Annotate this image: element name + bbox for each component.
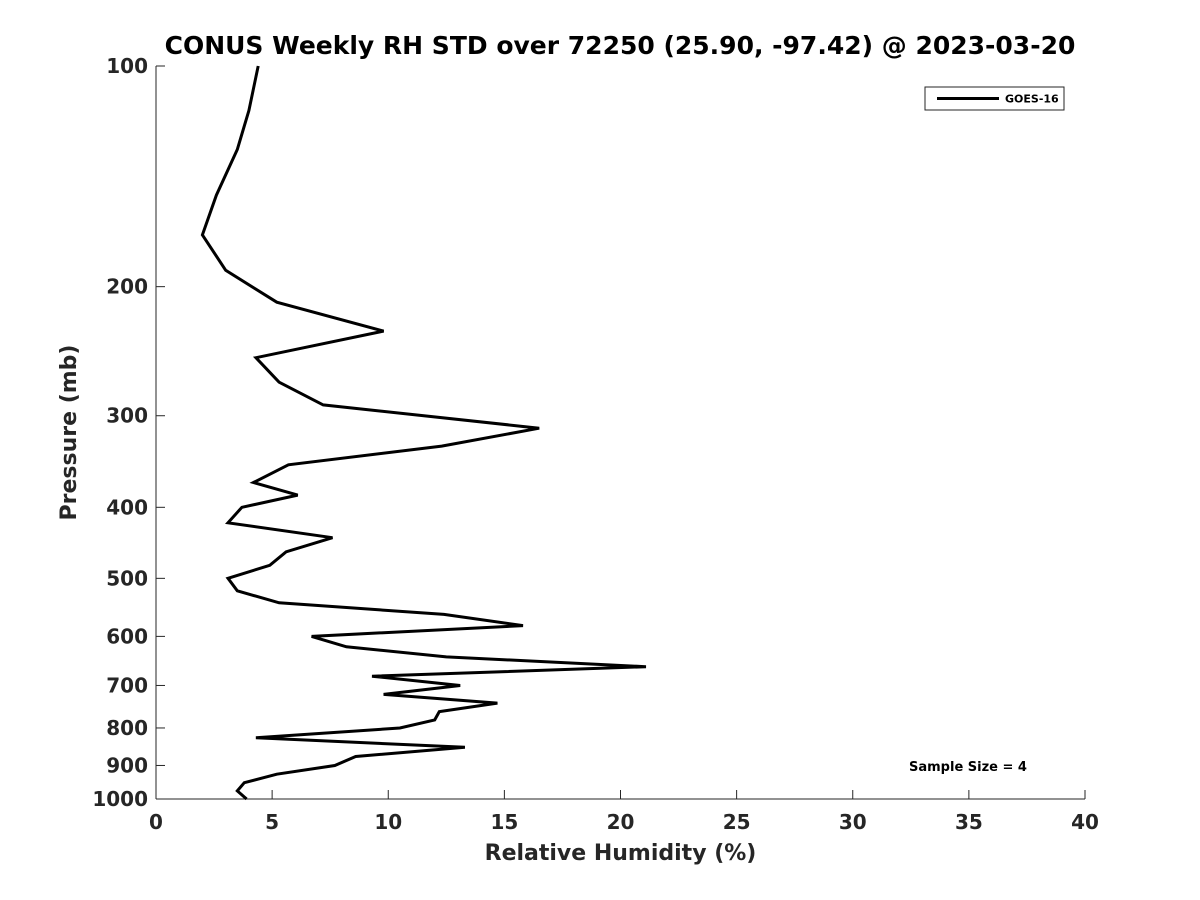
legend-label-goes-16: GOES-16 xyxy=(1005,93,1059,106)
series-layer xyxy=(200,65,647,801)
y-axis-ticks: 100 200 300 400 500 600 700 800 900 1000 xyxy=(92,54,165,811)
y-tick-label: 700 xyxy=(106,673,148,697)
plot-area: 0 5 10 15 20 25 30 35 40 100 200 300 400 500 600 700 80… xyxy=(92,54,1099,834)
x-tick-label: 30 xyxy=(839,810,867,834)
y-tick-label: 600 xyxy=(106,624,148,648)
y-tick-label: 1000 xyxy=(92,787,148,811)
y-tick-label: 900 xyxy=(106,753,148,777)
x-tick-label: 10 xyxy=(374,810,402,834)
x-tick-label: 0 xyxy=(149,810,163,834)
series-line-goes-16 xyxy=(200,65,647,801)
legend: GOES-16 xyxy=(924,86,1065,111)
x-tick-label: 5 xyxy=(265,810,279,834)
x-tick-label: 40 xyxy=(1071,810,1099,834)
x-axis-ticks: 0 5 10 15 20 25 30 35 40 xyxy=(149,790,1099,834)
y-tick-label: 300 xyxy=(106,404,148,428)
y-tick-label: 500 xyxy=(106,566,148,590)
y-tick-label: 800 xyxy=(106,716,148,740)
x-tick-label: 20 xyxy=(607,810,635,834)
x-tick-label: 35 xyxy=(955,810,983,834)
chart-title: CONUS Weekly RH STD over 72250 (25.90, -… xyxy=(165,31,1076,60)
sample-size-annotation: Sample Size = 4 xyxy=(909,760,1027,775)
y-axis-label: Pressure (mb) xyxy=(57,345,82,521)
y-tick-label: 100 xyxy=(106,54,148,78)
x-tick-label: 15 xyxy=(490,810,518,834)
y-tick-label: 400 xyxy=(106,495,148,519)
x-axis-label: Relative Humidity (%) xyxy=(485,841,757,866)
x-tick-label: 25 xyxy=(723,810,751,834)
y-tick-label: 200 xyxy=(106,275,148,299)
